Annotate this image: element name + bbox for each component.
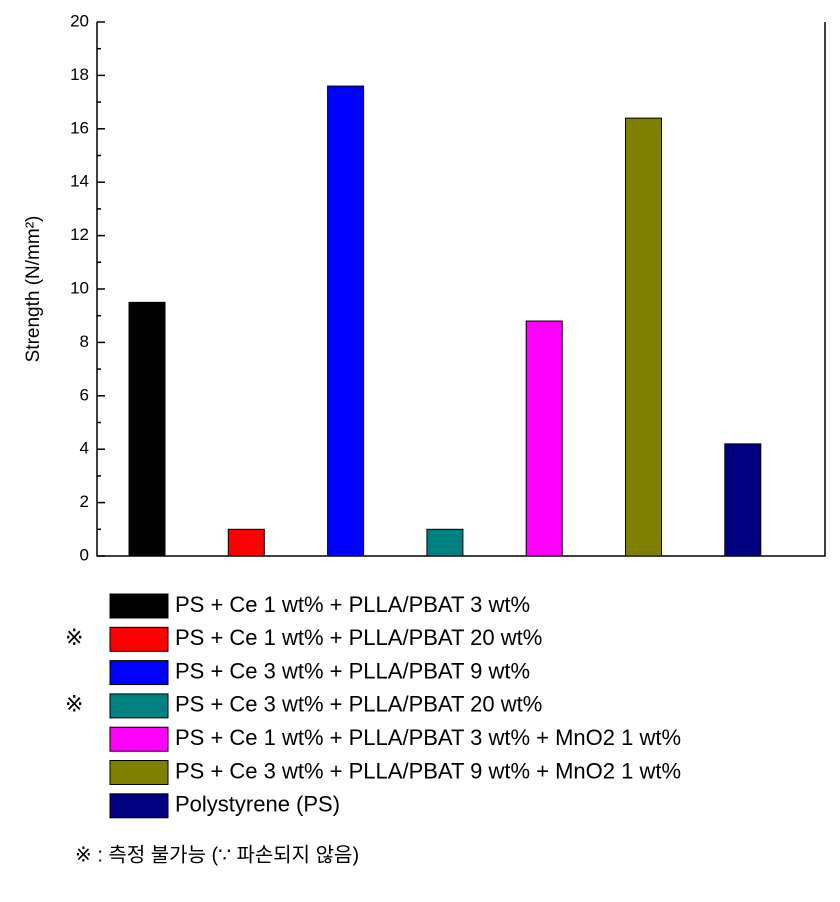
bar — [625, 117, 662, 557]
y-axis-label: Strength (N/mm²) — [23, 216, 44, 363]
y-tick-label: 20 — [70, 11, 89, 30]
footnote: ※ : 측정 불가능 (∵ 파손되지 않음) — [75, 843, 359, 866]
legend-note-mark: ※ — [65, 692, 83, 717]
y-tick-label: 10 — [70, 278, 89, 297]
legend-note-mark: ※ — [65, 625, 83, 650]
legend-swatch — [109, 693, 169, 719]
y-tick-label: 16 — [70, 118, 89, 137]
y-tick-label: 12 — [70, 225, 89, 244]
bar — [227, 528, 265, 557]
legend-swatch — [109, 626, 169, 652]
legend-label: PS + Ce 1 wt% + PLLA/PBAT 3 wt% + MnO2 1… — [175, 725, 681, 750]
y-tick-label: 8 — [80, 332, 89, 351]
y-tick-label: 4 — [80, 439, 89, 458]
legend-swatch — [109, 726, 169, 752]
y-tick-label: 0 — [80, 545, 89, 564]
bar — [327, 85, 365, 557]
legend-swatch — [109, 593, 169, 619]
legend-label: PS + Ce 3 wt% + PLLA/PBAT 9 wt% — [175, 658, 530, 683]
bar — [426, 528, 464, 557]
axes-frame — [96, 22, 826, 557]
legend-label: PS + Ce 3 wt% + PLLA/PBAT 9 wt% + MnO2 1… — [175, 758, 681, 783]
bar — [724, 443, 762, 557]
legend-swatch — [109, 793, 169, 819]
y-tick-label: 2 — [80, 492, 89, 511]
y-tick-label: 14 — [70, 172, 89, 191]
legend-label: Polystyrene (PS) — [175, 792, 340, 817]
y-tick-label: 6 — [80, 385, 89, 404]
legend-swatch — [109, 660, 169, 686]
legend-swatch — [109, 760, 169, 785]
legend-label: PS + Ce 1 wt% + PLLA/PBAT 3 wt% — [175, 592, 530, 617]
bar — [525, 320, 563, 557]
bar — [128, 301, 166, 557]
legend-label: PS + Ce 1 wt% + PLLA/PBAT 20 wt% — [175, 625, 542, 650]
y-tick-label: 18 — [70, 65, 89, 84]
legend-label: PS + Ce 3 wt% + PLLA/PBAT 20 wt% — [175, 692, 542, 717]
